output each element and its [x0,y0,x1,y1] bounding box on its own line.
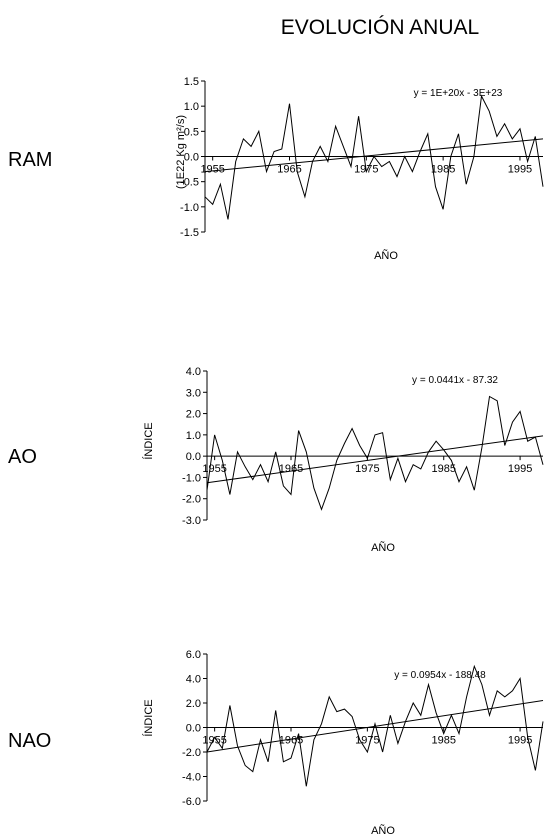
y-axis-label-ao: ÍNDICE [142,422,155,459]
y-tick-label: 4.0 [186,674,201,686]
trend-line-nao [206,700,544,753]
y-tick-label: 6.0 [186,649,201,661]
y-tick-label: -1.0 [182,472,201,484]
x-tick-label: 1975 [355,463,379,475]
series-line-ram [204,94,544,220]
series-line-nao [206,664,544,787]
row-label-ao: AO [8,446,37,468]
series-line-ao [206,395,544,511]
y-tick-label: -2.0 [182,494,201,506]
y-tick-label: 0.0 [186,451,201,463]
trend-line-ao [206,435,544,484]
y-tick-label: -2.0 [182,747,201,759]
y-tick-label: 0.0 [184,152,199,164]
x-tick-label: 1985 [431,735,455,747]
y-tick-label: 0.5 [184,126,199,138]
x-tick-label: 1955 [202,735,226,747]
y-tick-label: 0.0 [186,723,201,735]
y-tick-label: 2.0 [186,409,201,421]
x-axis-label-ao: AÑO [371,541,395,554]
y-tick-label: -3.0 [182,515,201,527]
y-tick-label: -6.0 [182,796,201,808]
y-tick-label: -1.0 [180,202,199,214]
x-tick-label: 1995 [508,463,532,475]
x-tick-label: 1985 [431,463,455,475]
y-tick-label: -0.5 [180,177,199,189]
panel-nao: NAO ÍNDICE y = 0.0954x - 188.48 AÑO 6.0 4… [8,649,544,837]
y-tick-label: 1.0 [186,430,201,442]
x-tick-label: 1975 [355,735,379,747]
y-tick-label: -4.0 [182,772,201,784]
panel-ao: AO ÍNDICE y = 0.0441x - 87.32 AÑO 4.0 3.0… [8,366,544,554]
x-axis-label-ram: AÑO [374,249,398,262]
y-axis-label-ram: (1E22 Kg m²/s) [175,115,187,189]
y-tick-label: 1.0 [184,101,199,113]
trend-equation-nao: y = 0.0954x - 188.48 [394,670,486,681]
trend-equation-ao: y = 0.0441x - 87.32 [412,375,498,386]
x-tick-label: 1965 [279,463,303,475]
x-tick-label: 1995 [508,735,532,747]
y-tick-label: 3.0 [186,387,201,399]
row-label-nao: NAO [8,730,51,752]
x-tick-label: 1955 [200,164,224,176]
y-axis-label-nao: ÍNDICE [142,699,155,736]
y-tick-label: 4.0 [186,366,201,378]
y-tick-label: -1.5 [180,227,199,239]
trend-equation-ram: y = 1E+20x - 3E+23 [414,88,503,99]
x-axis-label-nao: AÑO [371,824,395,837]
x-tick-label: 1995 [508,164,532,176]
figure-title: EVOLUCIÓN ANUAL [281,16,479,39]
x-tick-label: 1985 [431,164,455,176]
trend-line-ram [204,138,544,173]
panel-ram: RAM (1E22 Kg m²/s) y = 1E+20x - 3E+23 AÑ… [8,76,544,262]
x-tick-label: 1955 [202,463,226,475]
y-tick-label: 1.5 [184,76,199,88]
y-tick-label: 2.0 [186,698,201,710]
row-label-ram: RAM [8,149,52,171]
x-tick-label: 1965 [277,164,301,176]
